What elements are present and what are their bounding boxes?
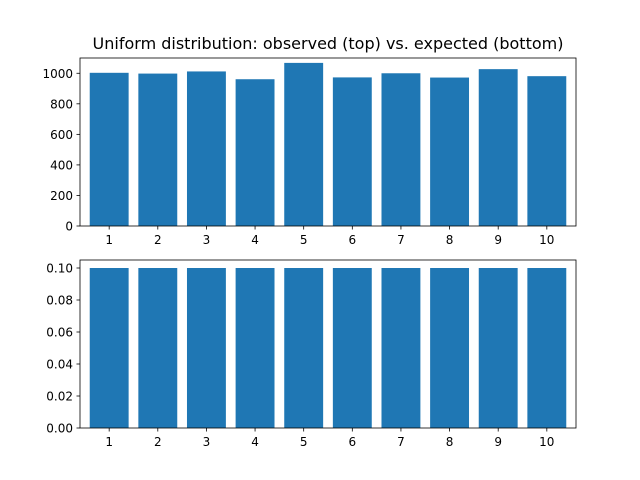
expected-bar-8 (430, 268, 470, 428)
observed-bar-7 (381, 73, 421, 227)
observed-x-tick-label: 5 (300, 233, 308, 247)
expected-bar-9 (478, 268, 518, 428)
expected-bar-4 (235, 268, 275, 428)
expected-bar-5 (284, 268, 324, 428)
expected-bar-2 (138, 268, 178, 428)
observed-x-tick-label: 3 (203, 233, 211, 247)
expected-x-tick-label: 2 (154, 435, 162, 449)
expected-x-tick-label: 9 (494, 435, 502, 449)
expected-x-tick-label: 8 (446, 435, 454, 449)
expected-bar-panel: 1 2 3 4 5 6 7 8 9 10 0.00 0.02 0.04 0.06 0.08 0.10 (46, 259, 577, 449)
observed-x-tick-label: 7 (397, 233, 405, 247)
expected-x-tick-label: 3 (203, 435, 211, 449)
observed-y-tick-label: 600 (50, 128, 73, 142)
expected-y-tick-label: 0.10 (46, 262, 73, 276)
observed-bar-10 (527, 76, 567, 226)
chart-title: Uniform distribution: observed (top) vs.… (93, 34, 564, 53)
expected-x-tick-label: 6 (348, 435, 356, 449)
expected-bar-7 (381, 268, 421, 428)
expected-x-tick-label: 7 (397, 435, 405, 449)
expected-y-tick-label: 0.08 (46, 294, 73, 308)
expected-bar-10 (527, 268, 567, 428)
observed-bar-5 (284, 62, 324, 226)
expected-y-tick-label: 0.04 (46, 358, 73, 372)
observed-x-tick-label: 2 (154, 233, 162, 247)
observed-bar-9 (478, 69, 518, 227)
observed-x-tick-label: 1 (105, 233, 113, 247)
expected-bar-1 (89, 268, 129, 428)
observed-axes-frame (79, 57, 577, 227)
observed-x-tick-label: 8 (446, 233, 454, 247)
observed-y-tick-label: 0 (65, 220, 73, 234)
observed-bar-8 (430, 77, 470, 226)
observed-bar-3 (186, 71, 226, 226)
expected-y-tick-label: 0.02 (46, 390, 73, 404)
expected-x-tick-label: 5 (300, 435, 308, 449)
expected-x-tick-label: 10 (539, 435, 554, 449)
observed-x-tick-label: 10 (539, 233, 554, 247)
expected-bar-3 (186, 268, 226, 428)
expected-y-tick-label: 0.06 (46, 326, 73, 340)
expected-axes-frame (79, 259, 577, 429)
observed-bar-2 (138, 73, 178, 226)
observed-y-tick-label: 800 (50, 97, 73, 111)
observed-x-tick-label: 4 (251, 233, 259, 247)
observed-bar-panel: 1 2 3 4 5 6 7 8 9 10 0 200 400 600 800 1000 (42, 57, 577, 247)
observed-y-tick-label: 1000 (42, 67, 73, 81)
observed-y-tick-label: 400 (50, 158, 73, 172)
observed-x-tick-label: 6 (348, 233, 356, 247)
observed-bar-4 (235, 79, 275, 226)
expected-x-tick-label: 4 (251, 435, 259, 449)
observed-bar-6 (332, 77, 372, 227)
observed-bar-1 (89, 72, 129, 226)
expected-x-tick-label: 1 (105, 435, 113, 449)
observed-y-tick-label: 200 (50, 189, 73, 203)
expected-y-tick-label: 0.00 (46, 422, 73, 436)
observed-x-tick-label: 9 (494, 233, 502, 247)
expected-bar-6 (332, 268, 372, 428)
